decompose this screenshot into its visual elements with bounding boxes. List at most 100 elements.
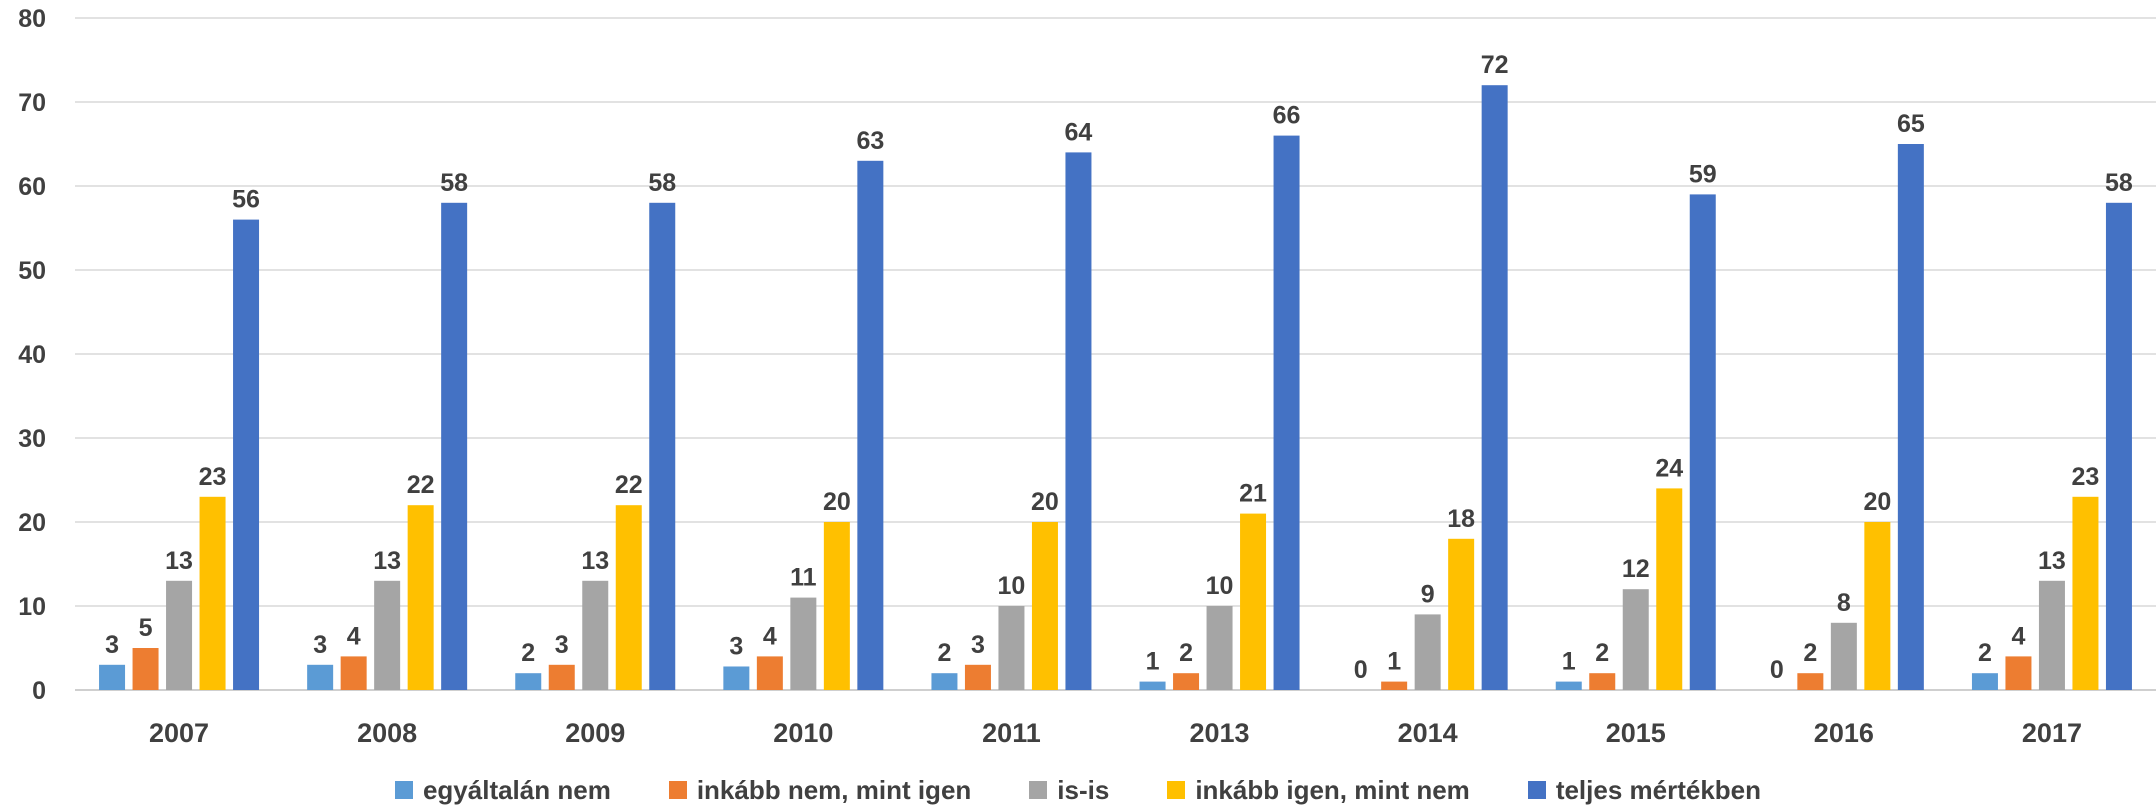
y-tick-label: 60	[18, 173, 46, 201]
data-label: 18	[1447, 505, 1475, 533]
legend-label: inkább nem, mint igen	[696, 774, 972, 805]
x-tick-label: 2008	[357, 718, 417, 748]
data-label: 13	[373, 547, 401, 575]
bar	[441, 202, 468, 691]
data-label: 58	[648, 169, 676, 197]
bar	[1273, 135, 1300, 691]
data-label: 21	[1239, 480, 1267, 508]
bar	[132, 648, 159, 690]
data-label: 2	[937, 639, 951, 667]
bar	[998, 606, 1025, 690]
legend-swatch	[1029, 781, 1048, 799]
bar	[582, 580, 609, 690]
bar	[233, 219, 260, 690]
bar	[548, 664, 575, 690]
legend-item: inkább igen, mint nem	[1167, 774, 1470, 806]
x-tick-label: 2014	[1398, 718, 1458, 748]
bar	[340, 656, 367, 690]
y-tick-label: 20	[18, 509, 46, 537]
y-tick-label: 10	[18, 593, 46, 621]
bar	[615, 505, 642, 690]
bar	[857, 160, 884, 691]
bar	[823, 522, 850, 690]
bar	[2105, 202, 2132, 691]
data-label: 13	[2038, 547, 2066, 575]
data-label: 8	[1837, 589, 1851, 617]
x-tick-label: 2009	[565, 718, 625, 748]
bar	[2072, 496, 2099, 690]
bar	[1031, 522, 1058, 690]
bar	[756, 656, 783, 690]
legend-label: is-is	[1057, 774, 1110, 805]
bar	[1971, 673, 1998, 690]
legend-item: egyáltalán nem	[394, 774, 611, 806]
data-label: 1	[1562, 648, 1576, 676]
bar	[1381, 681, 1408, 690]
data-label: 3	[971, 631, 985, 659]
data-label: 3	[555, 631, 569, 659]
data-label: 0	[1770, 656, 1784, 684]
bar	[723, 666, 750, 690]
data-label: 3	[105, 631, 119, 659]
bar	[2005, 656, 2032, 690]
legend-label: egyáltalán nem	[422, 774, 611, 805]
bar	[407, 505, 434, 690]
bar	[1065, 152, 1092, 690]
data-label: 2	[1978, 639, 1992, 667]
data-label: 20	[823, 488, 851, 516]
legend-label: teljes mértékben	[1555, 774, 1762, 805]
bar	[99, 664, 126, 690]
data-label: 3	[313, 631, 327, 659]
data-label: 5	[139, 614, 153, 642]
x-tick-label: 2017	[2022, 718, 2082, 748]
bar	[1622, 589, 1649, 690]
data-label: 12	[1622, 555, 1650, 583]
data-label: 4	[2011, 622, 2025, 650]
data-label: 10	[1206, 572, 1234, 600]
data-label: 13	[165, 547, 193, 575]
y-tick-label: 80	[18, 5, 46, 33]
bar	[1240, 513, 1267, 690]
bar	[964, 664, 991, 690]
bar	[649, 202, 676, 691]
bar	[1173, 673, 1200, 690]
data-label: 4	[347, 622, 361, 650]
bar	[1830, 622, 1857, 690]
data-label: 13	[581, 547, 609, 575]
bar	[1589, 673, 1616, 690]
bar	[1897, 144, 1924, 690]
data-label: 59	[1689, 160, 1717, 188]
legend: egyáltalán nem inkább nem, mint igen is-is…	[0, 772, 2156, 808]
legend-label: inkább igen, mint nem	[1195, 774, 1470, 805]
data-label: 9	[1421, 580, 1435, 608]
legend-swatch	[1167, 781, 1186, 799]
data-label: 2	[1595, 639, 1609, 667]
data-label: 20	[1031, 488, 1059, 516]
data-label: 4	[763, 622, 777, 650]
data-label: 72	[1481, 51, 1509, 79]
data-label: 24	[1655, 454, 1683, 482]
y-tick-label: 50	[18, 257, 46, 285]
x-tick-label: 2015	[1606, 718, 1666, 748]
bar	[1864, 522, 1891, 690]
bar	[1656, 488, 1683, 690]
data-label: 10	[998, 572, 1026, 600]
data-label: 58	[2105, 169, 2133, 197]
data-label: 2	[1803, 639, 1817, 667]
data-label: 58	[440, 169, 468, 197]
bar	[790, 597, 817, 690]
data-label: 1	[1387, 648, 1401, 676]
data-label: 20	[1863, 488, 1891, 516]
x-tick-label: 2013	[1190, 718, 1250, 748]
legend-swatch	[1527, 781, 1546, 799]
x-tick-label: 2010	[773, 718, 833, 748]
data-label: 23	[199, 463, 227, 491]
data-label: 11	[790, 564, 817, 592]
bar	[1797, 673, 1824, 690]
bar	[515, 673, 542, 690]
legend-item: is-is	[1029, 775, 1109, 806]
x-tick-label: 2016	[1814, 718, 1874, 748]
bar	[1414, 614, 1441, 690]
data-label: 56	[232, 186, 260, 214]
bar	[1689, 194, 1716, 690]
